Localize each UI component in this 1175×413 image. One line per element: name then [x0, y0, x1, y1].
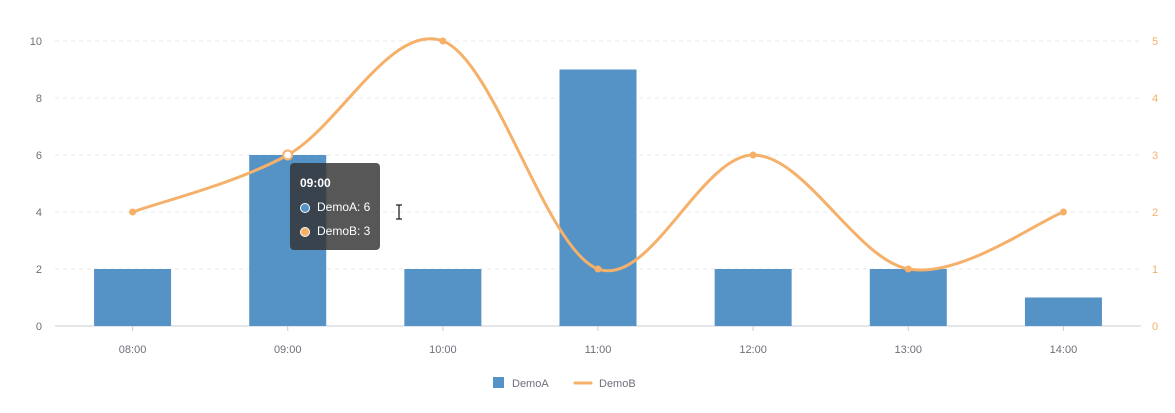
legend-demoa-label: DemoA [512, 378, 549, 390]
bar-1100 [559, 69, 637, 326]
y-right-tick-label: 1 [1152, 264, 1158, 276]
y-left-tick-label: 4 [36, 207, 42, 219]
tooltip-demoa-marker [300, 203, 310, 213]
y-right-tick-label: 2 [1152, 207, 1158, 219]
tooltip-row-demoa: DemoA: 6 [300, 200, 380, 224]
tooltip-demoa-label: DemoA: 6 [317, 200, 371, 214]
x-tick-label: 10:00 [429, 344, 457, 356]
x-tick-label: 09:00 [274, 344, 302, 356]
demob-point-1200 [749, 151, 757, 159]
y-left-tick-label: 6 [36, 150, 42, 162]
y-left-tick-label: 10 [30, 36, 42, 48]
x-tick-label: 14:00 [1050, 344, 1078, 356]
bar-1400 [1024, 297, 1102, 326]
legend-demoa-swatch [493, 377, 504, 388]
legend-demob-label: DemoB [599, 378, 636, 390]
bar-1200 [714, 269, 792, 326]
x-tick-label: 11:00 [585, 344, 612, 356]
y-right-tick-label: 0 [1152, 321, 1158, 333]
legend[interactable]: DemoA DemoB [493, 377, 636, 390]
tooltip-row-demob: DemoB: 3 [300, 224, 380, 248]
demob-point-1100 [594, 265, 602, 273]
y-left-tick-label: 8 [36, 93, 42, 105]
y-right-tick-label: 4 [1152, 93, 1158, 105]
x-tick-label: 12:00 [739, 344, 767, 356]
chart-tooltip: 09:00 DemoA: 6 DemoB: 3 [290, 163, 380, 250]
line-series [129, 37, 1067, 273]
tooltip-title: 09:00 [300, 176, 331, 190]
y-right-tick-label: 3 [1152, 150, 1158, 162]
grid-lines [55, 40, 1141, 270]
y-right-tick-label: 5 [1152, 36, 1158, 48]
y-left-tick-label: 0 [36, 321, 42, 333]
tooltip-demob-marker [300, 227, 310, 237]
demob-point-1300 [904, 265, 912, 273]
bar-series [94, 69, 1102, 326]
bar-0800 [94, 269, 172, 326]
demob-point-0900 [282, 149, 294, 161]
axes: 0 2 4 6 8 10 0 1 2 3 4 5 08:00 09:00 10:00 11:00 12:00 13… [30, 36, 1158, 356]
tooltip-demob-label: DemoB: 3 [317, 224, 371, 238]
x-tick-label: 08:00 [119, 344, 147, 356]
bar-1000 [404, 269, 482, 326]
demob-point-0800 [129, 208, 137, 216]
demob-point-1400 [1059, 208, 1067, 216]
x-tick-label: 13:00 [895, 344, 923, 356]
demob-point-1000 [439, 37, 447, 45]
bar-1300 [869, 269, 947, 326]
text-cursor-icon [396, 204, 402, 220]
y-left-tick-label: 2 [36, 264, 42, 276]
